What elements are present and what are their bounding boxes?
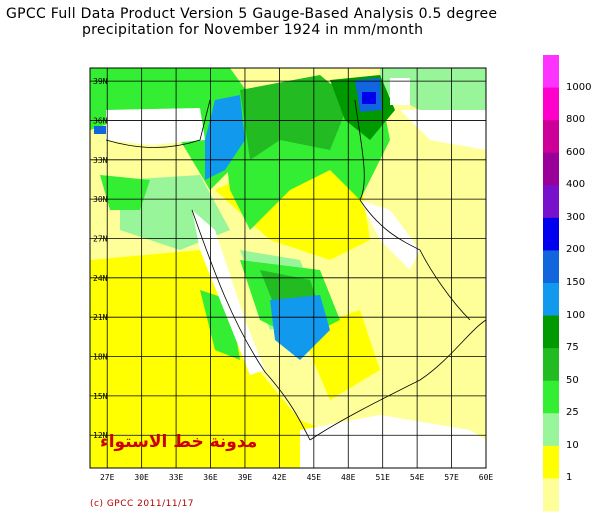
colorbar-swatch — [543, 380, 559, 414]
longitude-labels: 27E 30E 33E 36E 39E 42E 45E 48E 51E 54E 57E 60E — [100, 473, 493, 482]
colorbar-swatch — [543, 478, 559, 512]
longitude-label: 51E — [375, 473, 390, 482]
latitude-label: 27N — [93, 234, 108, 243]
map-title-line1: GPCC Full Data Product Version 5 Gauge-B… — [6, 6, 498, 22]
latitude-label: 30N — [93, 195, 108, 204]
latitude-label: 39N — [93, 77, 108, 86]
colorbar-swatch — [543, 348, 559, 382]
longitude-label: 60E — [479, 473, 494, 482]
colorbar-swatch — [543, 152, 559, 186]
coastlines — [105, 99, 486, 441]
colorbar-swatch — [543, 55, 559, 89]
latitude-label: 24N — [93, 274, 108, 283]
map-field — [90, 68, 486, 468]
map-title-line2: precipitation for November 1924 in mm/mo… — [82, 22, 424, 38]
latitude-label: 12N — [93, 431, 108, 440]
colorbar-label: 25 — [566, 407, 579, 419]
longitude-label: 36E — [203, 473, 218, 482]
latitude-label: 33N — [93, 156, 108, 165]
watermark-text: مدونة خط الاستواء — [100, 432, 258, 452]
longitude-label: 30E — [134, 473, 149, 482]
colorbar-label: 200 — [566, 244, 586, 256]
colorbar-swatch — [543, 250, 559, 284]
colorbar-label: 1000 — [566, 81, 592, 93]
longitude-label: 33E — [169, 473, 184, 482]
latitude-label: 21N — [93, 313, 108, 322]
longitude-label: 54E — [410, 473, 425, 482]
longitude-label: 57E — [444, 473, 459, 482]
longitude-label: 45E — [307, 473, 322, 482]
colorbar-label: 150 — [566, 277, 586, 288]
longitude-label: 42E — [272, 473, 287, 482]
colorbar-swatch — [543, 413, 559, 447]
colorbar-label: 10 — [566, 439, 579, 451]
latitude-label: 18N — [93, 353, 108, 362]
colorbar-label: 300 — [566, 211, 586, 223]
colorbar-label: 600 — [566, 146, 586, 158]
colorbar — [543, 55, 559, 512]
latitude-label: 15N — [93, 392, 108, 401]
colorbar-swatch — [543, 315, 559, 349]
colorbar-label: 75 — [566, 342, 579, 354]
colorbar-swatch — [543, 120, 559, 154]
longitude-label: 27E — [100, 473, 115, 482]
latitude-label: 36N — [93, 116, 108, 125]
latitude-labels: 39N 36N 33N 30N 27N 24N 21N 18N 15N 12N — [93, 77, 108, 440]
colorbar-label: 50 — [566, 374, 579, 386]
longitude-label: 48E — [341, 473, 356, 482]
colorbar-label: 1 — [566, 472, 573, 484]
copyright-credit: (c) GPCC 2011/11/17 — [90, 499, 195, 509]
colorbar-label: 800 — [566, 114, 586, 126]
longitude-label: 39E — [238, 473, 253, 482]
colorbar-swatch — [543, 217, 559, 251]
colorbar-swatch — [543, 445, 559, 479]
map-frame — [89, 67, 487, 469]
colorbar-swatch — [543, 283, 559, 317]
colorbar-label: 400 — [566, 179, 586, 191]
colorbar-label: 100 — [566, 309, 586, 321]
colorbar-swatch — [543, 185, 559, 219]
colorbar-swatch — [543, 87, 559, 121]
